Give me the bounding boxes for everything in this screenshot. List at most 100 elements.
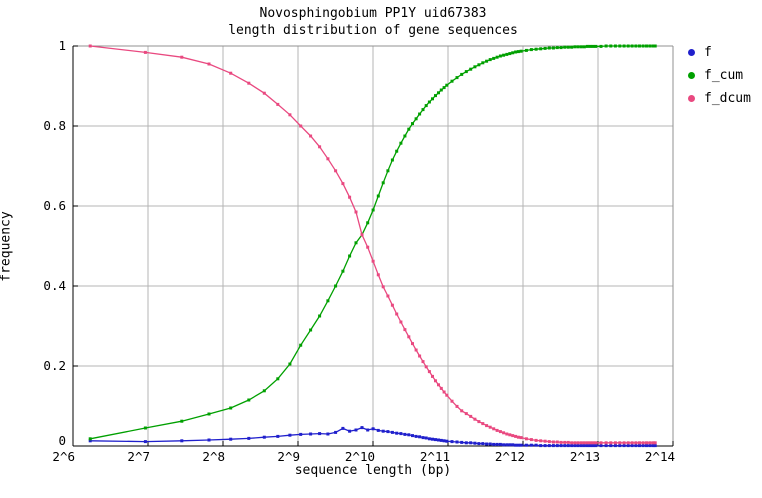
series-marker-f: [547, 444, 551, 448]
series-marker-f: [634, 444, 638, 448]
series-marker-f: [570, 444, 574, 448]
series-marker-f_dcum: [604, 441, 608, 445]
series-marker-f: [626, 444, 630, 448]
series-marker-f_cum: [626, 44, 630, 48]
series-marker-f_dcum: [395, 312, 399, 316]
series-marker-f: [638, 444, 641, 448]
series-marker-f_dcum: [634, 441, 638, 445]
series-marker-f_cum: [651, 44, 655, 48]
series-marker-f_dcum: [262, 91, 266, 95]
series-marker-f: [326, 432, 330, 436]
series-marker-f_dcum: [576, 441, 580, 445]
series-marker-f_cum: [299, 343, 303, 347]
series-marker-f_dcum: [450, 399, 454, 403]
series-marker-f_cum: [386, 169, 390, 173]
series-marker-f_dcum: [609, 441, 613, 445]
series-marker-f_cum: [492, 56, 496, 60]
series-marker-f_cum: [354, 241, 358, 245]
series-marker-f_cum: [495, 55, 499, 59]
series-marker-f_dcum: [143, 50, 147, 54]
series-marker-f: [445, 439, 449, 443]
series-marker-f_cum: [469, 67, 473, 71]
series-marker-f: [555, 444, 559, 448]
series-marker-f: [594, 444, 598, 448]
legend-item-f-dcum: f_dcum: [688, 87, 751, 110]
series-marker-f_dcum: [460, 409, 464, 413]
series-marker-f_dcum: [424, 365, 428, 369]
series-marker-f_cum: [551, 46, 555, 50]
series-marker-f_dcum: [551, 440, 555, 444]
series-marker-f: [455, 440, 459, 444]
series-marker-f_cum: [439, 88, 443, 92]
series-marker-f: [360, 426, 364, 430]
series-marker-f_dcum: [407, 335, 411, 339]
series-marker-f_dcum: [180, 55, 184, 59]
series-marker-f_dcum: [341, 182, 345, 186]
series-marker-f_cum: [566, 45, 570, 49]
series-marker-f_dcum: [618, 441, 622, 445]
series-marker-f: [399, 432, 403, 436]
series-marker-f_dcum: [334, 169, 338, 173]
series-marker-f_dcum: [288, 113, 292, 117]
series-marker-f: [566, 444, 570, 448]
series-marker-f_cum: [653, 44, 657, 48]
series-marker-f_dcum: [519, 436, 523, 440]
series-marker-f_dcum: [207, 62, 211, 66]
series-marker-f_cum: [645, 44, 648, 48]
series-marker-f_cum: [511, 51, 515, 55]
legend-item-f-cum: f_cum: [688, 64, 751, 87]
series-marker-f_dcum: [360, 233, 364, 237]
series-marker-f_dcum: [622, 441, 626, 445]
series-marker-f_cum: [514, 50, 518, 54]
series-marker-f_cum: [547, 46, 551, 50]
series-marker-f_dcum: [514, 434, 518, 438]
series-marker-f: [299, 432, 303, 436]
series-marker-f: [381, 429, 385, 433]
series-marker-f: [519, 443, 523, 447]
series-marker-f_cum: [534, 47, 538, 51]
series-marker-f_cum: [524, 48, 528, 52]
series-marker-f_cum: [539, 47, 543, 51]
series-marker-f_cum: [326, 299, 330, 303]
series-marker-f_dcum: [88, 44, 92, 48]
series-marker-f_dcum: [651, 441, 655, 445]
f-dcum-marker-icon: [688, 95, 695, 102]
series-marker-f_cum: [573, 45, 577, 49]
series-marker-f: [421, 436, 425, 440]
series-marker-f_dcum: [366, 245, 370, 249]
series-marker-f_dcum: [477, 420, 481, 424]
series-marker-f_dcum: [585, 441, 589, 445]
series-marker-f_cum: [604, 44, 608, 48]
series-marker-f: [609, 444, 613, 448]
series-marker-f: [511, 443, 515, 447]
series-marker-f_cum: [505, 52, 509, 56]
series-marker-f_dcum: [539, 439, 543, 443]
series-marker-f_cum: [424, 104, 428, 108]
series-marker-f: [481, 442, 485, 446]
series-marker-f_dcum: [498, 430, 502, 434]
series-marker-f_dcum: [641, 441, 645, 445]
series-marker-f_cum: [559, 46, 563, 50]
series-marker-f_dcum: [511, 434, 515, 438]
series-marker-f_cum: [207, 412, 211, 416]
series-marker-f: [477, 442, 481, 446]
series-marker-f_cum: [288, 362, 292, 366]
series-marker-f_cum: [498, 54, 502, 58]
series-marker-f: [514, 443, 518, 447]
series-marker-f_cum: [309, 328, 313, 332]
x-axis-label: sequence length (bp): [294, 463, 452, 478]
series-marker-f: [618, 444, 622, 448]
series-marker-f_cum: [481, 61, 485, 65]
series-marker-f_cum: [630, 44, 634, 48]
series-marker-f_cum: [477, 63, 481, 67]
series-marker-f_cum: [634, 44, 638, 48]
series-marker-f_dcum: [326, 157, 330, 161]
series-marker-f: [641, 444, 645, 448]
series-marker-f_dcum: [381, 285, 385, 289]
series-marker-f_cum: [371, 208, 375, 212]
series-marker-f_cum: [418, 112, 422, 116]
series-marker-f_cum: [622, 44, 626, 48]
series-marker-f_cum: [648, 44, 652, 48]
series-marker-f: [613, 444, 617, 448]
